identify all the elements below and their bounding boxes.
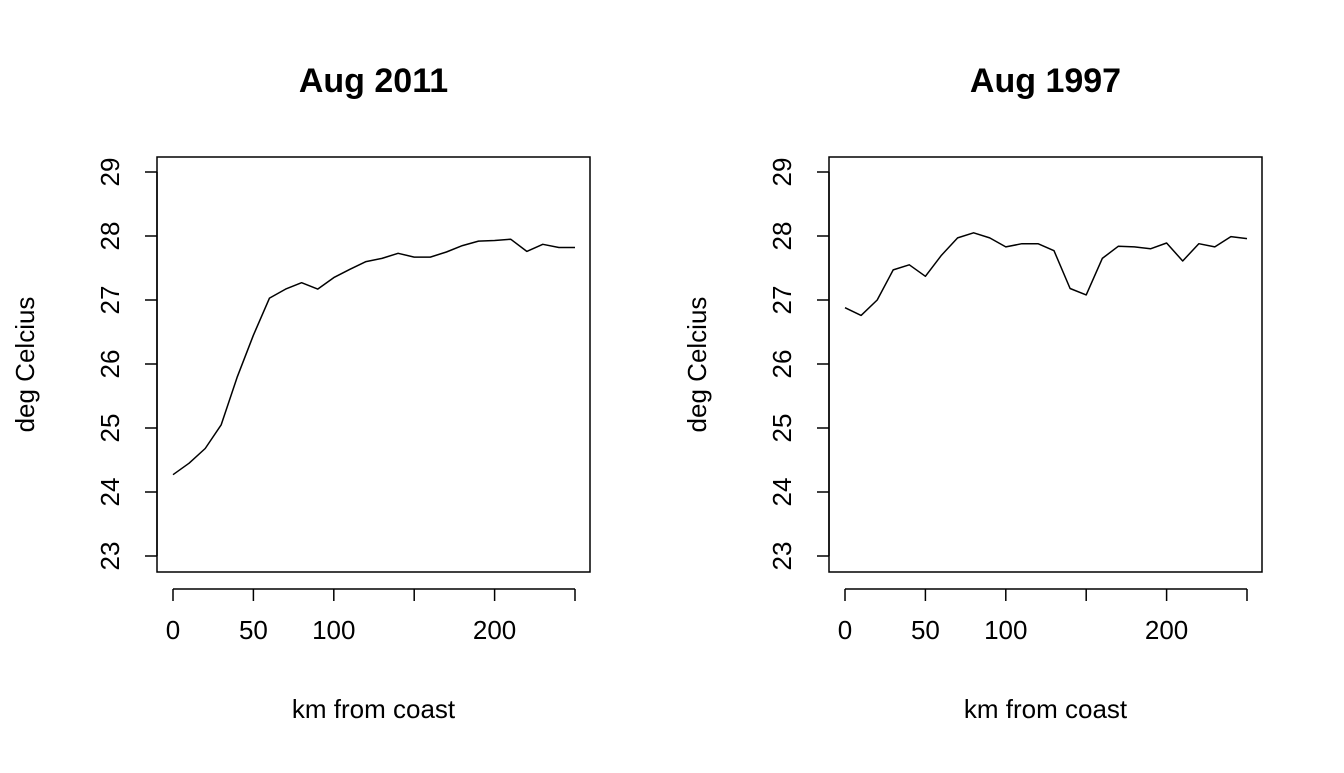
chart-title: Aug 1997 bbox=[970, 62, 1121, 100]
x-tick-label: 100 bbox=[984, 615, 1027, 645]
y-tick-label: 23 bbox=[767, 542, 797, 571]
y-tick-label: 25 bbox=[767, 414, 797, 443]
y-tick-label: 28 bbox=[95, 222, 125, 251]
y-tick-label: 26 bbox=[95, 350, 125, 379]
y-tick-label: 27 bbox=[95, 286, 125, 315]
x-tick-label: 50 bbox=[911, 615, 940, 645]
y-tick-label: 27 bbox=[767, 286, 797, 315]
series-line bbox=[845, 233, 1247, 316]
y-tick-label: 23 bbox=[95, 542, 125, 571]
x-tick-label: 200 bbox=[1145, 615, 1188, 645]
x-axis-label: km from coast bbox=[292, 694, 456, 724]
plot-frame bbox=[157, 157, 590, 572]
panel-aug-2011: Aug 2011 km from coast deg Celcius 0 50 10… bbox=[10, 62, 590, 724]
x-tick-label: 0 bbox=[166, 615, 180, 645]
y-axis-label: deg Celcius bbox=[10, 297, 40, 433]
y-axis-label: deg Celcius bbox=[682, 297, 712, 433]
y-tick-label: 24 bbox=[767, 478, 797, 507]
y-tick-label: 25 bbox=[95, 414, 125, 443]
x-tick-label: 200 bbox=[473, 615, 516, 645]
y-tick-label: 24 bbox=[95, 478, 125, 507]
x-tick-label: 100 bbox=[312, 615, 355, 645]
chart-title: Aug 2011 bbox=[299, 62, 448, 100]
y-tick-label: 29 bbox=[767, 158, 797, 187]
x-tick-label: 0 bbox=[838, 615, 852, 645]
y-tick-label: 29 bbox=[95, 158, 125, 187]
series-line bbox=[173, 239, 575, 475]
y-tick-label: 26 bbox=[767, 350, 797, 379]
y-tick-label: 28 bbox=[767, 222, 797, 251]
x-tick-label: 50 bbox=[239, 615, 268, 645]
panel-aug-1997: Aug 1997 km from coast deg Celcius 0 50 10… bbox=[682, 62, 1262, 724]
x-axis-label: km from coast bbox=[964, 694, 1128, 724]
plot-frame bbox=[829, 157, 1262, 572]
